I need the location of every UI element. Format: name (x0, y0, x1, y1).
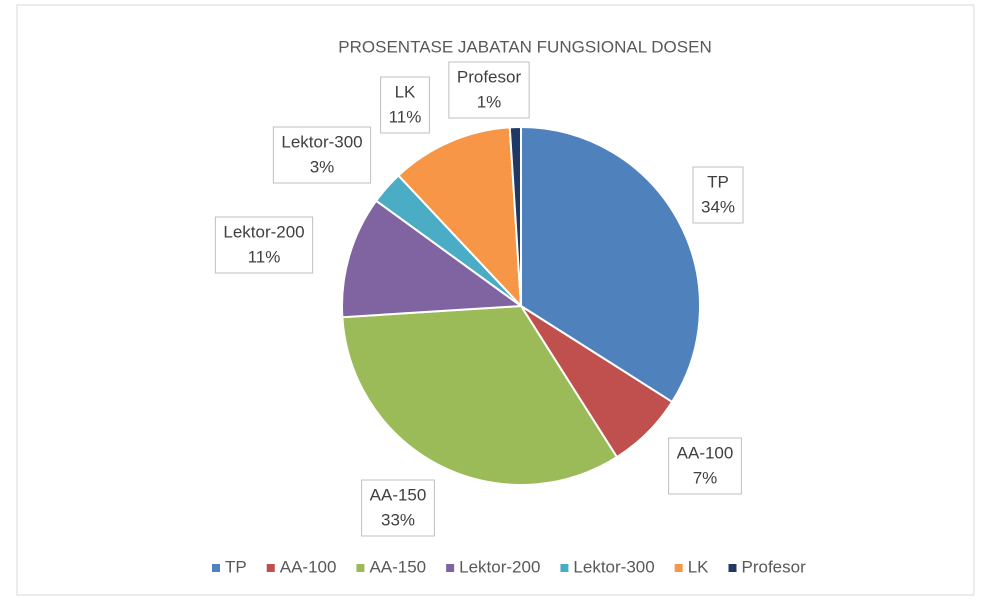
data-label: AA-150 33% (361, 479, 435, 537)
legend-label: Lektor-300 (573, 557, 654, 576)
legend-label: Profesor (742, 557, 807, 576)
data-label: TP 34% (692, 166, 744, 224)
legend-label: TP (225, 557, 247, 576)
label-name: AA-150 (370, 485, 427, 504)
legend-label: AA-150 (369, 557, 426, 576)
legend-label: AA-100 (280, 557, 337, 576)
pie-slice (341, 199, 524, 319)
label-name: Lektor-200 (223, 222, 304, 241)
label-name: AA-100 (677, 443, 734, 462)
legend-swatch (446, 564, 455, 572)
label-name: TP (707, 172, 729, 191)
label-box (692, 166, 744, 224)
legend-swatch (356, 564, 365, 572)
legend-label: Lektor-200 (459, 557, 540, 576)
data-label: LK 11% (380, 76, 430, 134)
pie-slice (508, 125, 522, 307)
legend-swatch (266, 564, 275, 572)
label-box (380, 76, 430, 134)
label-box (668, 437, 742, 495)
data-label: Profesor 1% (448, 61, 530, 119)
pie-slice (397, 126, 523, 309)
label-value: 3% (310, 157, 335, 176)
label-value: 33% (381, 510, 415, 529)
data-label: AA-100 7% (668, 437, 742, 495)
label-value: 11% (248, 247, 281, 266)
label-name: Lektor-300 (281, 132, 362, 151)
pie-slice (341, 304, 619, 486)
pie-slice (520, 125, 701, 404)
label-value: 1% (477, 92, 502, 111)
label-value: 34% (701, 197, 735, 216)
label-box (448, 61, 530, 119)
label-value: 7% (693, 468, 718, 487)
legend-swatch (212, 564, 220, 572)
label-value: 11% (389, 107, 422, 126)
chart-title: PROSENTASE JABATAN FUNGSIONAL DOSEN (338, 37, 711, 56)
label-box (272, 126, 372, 184)
legend-swatch (560, 564, 569, 572)
label-box (361, 479, 435, 537)
data-label: Lektor-300 3% (272, 126, 372, 184)
label-box (214, 216, 314, 274)
legend-swatch (728, 564, 737, 572)
legend-swatch (674, 564, 683, 572)
data-label: Lektor-200 11% (214, 216, 314, 274)
label-name: LK (395, 82, 416, 101)
label-name: Profesor (457, 67, 522, 86)
legend-label: LK (688, 557, 709, 576)
